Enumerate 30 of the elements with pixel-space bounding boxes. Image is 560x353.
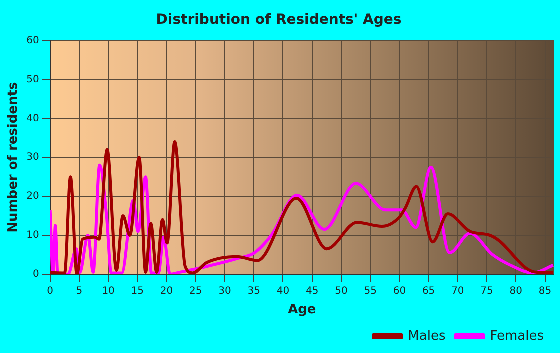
x-tick-label: 0 (47, 286, 54, 297)
y-tick-label: 10 (26, 230, 40, 242)
x-tick-label: 35 (248, 286, 260, 297)
x-tick-label: 75 (480, 286, 494, 297)
y-axis-title: Number of residents (6, 82, 22, 233)
legend-label: Females (490, 328, 544, 344)
y-tick-label: 40 (26, 113, 40, 124)
y-tick-label: 0 (32, 268, 40, 280)
x-tick-label: 10 (102, 286, 115, 297)
x-tick-label: 45 (306, 286, 319, 297)
y-tick-label: 50 (26, 74, 40, 86)
chart-title: Distribution of Residents' Ages (156, 12, 402, 28)
legend-label: Males (408, 328, 446, 344)
x-axis-title: Age (288, 302, 316, 318)
x-tick-label: 40 (276, 286, 290, 297)
x-tick-label: 30 (218, 286, 232, 297)
x-tick-label: 60 (393, 286, 406, 297)
y-tick-label: 20 (26, 191, 40, 202)
x-tick-label: 20 (160, 286, 174, 297)
x-tick-label: 70 (452, 286, 464, 297)
x-tick-label: 65 (422, 286, 436, 297)
x-tick-label: 25 (190, 286, 202, 297)
x-tick-label: 85 (538, 286, 552, 297)
x-tick-label: 5 (76, 286, 83, 297)
x-tick-label: 50 (335, 286, 348, 297)
y-tick-label: 60 (26, 35, 40, 46)
x-tick-label: 55 (364, 286, 377, 297)
x-tick-label: 15 (131, 286, 144, 297)
x-tick-label: 80 (510, 286, 523, 297)
y-tick-label: 30 (26, 152, 40, 164)
